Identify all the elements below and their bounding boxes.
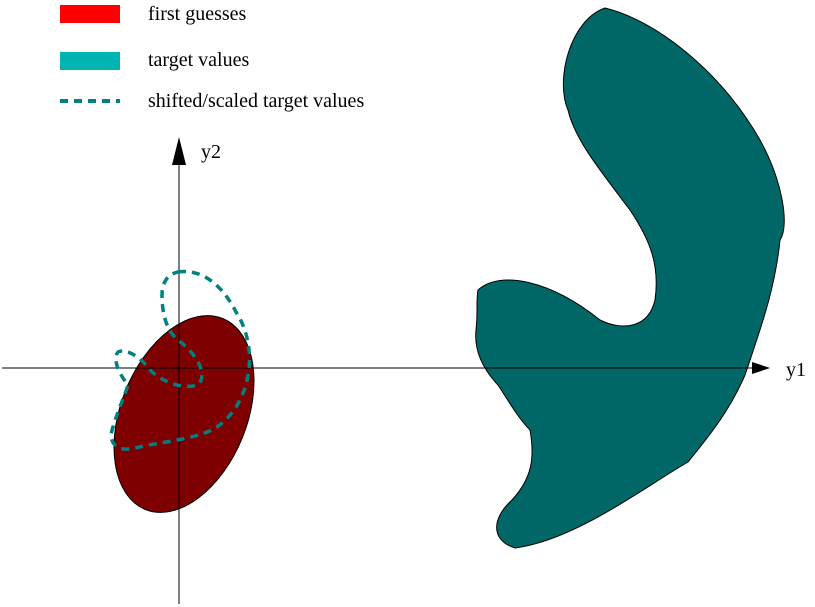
shifted-scaled-target-outline <box>109 269 252 451</box>
legend-label-shifted-scaled: shifted/scaled target values <box>148 90 364 112</box>
y-axis-label: y2 <box>201 141 221 163</box>
y-axis-arrow-icon <box>172 137 186 165</box>
legend-swatch-target-values <box>60 52 120 70</box>
legend-swatch-first-guesses <box>60 5 120 23</box>
legend: first guesses target values shifted/scal… <box>60 3 364 112</box>
target-values-region <box>475 7 785 549</box>
legend-label-target-values: target values <box>148 49 249 71</box>
x-axis-arrow-icon <box>752 362 770 374</box>
legend-label-first-guesses: first guesses <box>148 3 247 25</box>
x-axis-label: y1 <box>786 359 806 381</box>
axes: y1 y2 <box>2 137 806 604</box>
